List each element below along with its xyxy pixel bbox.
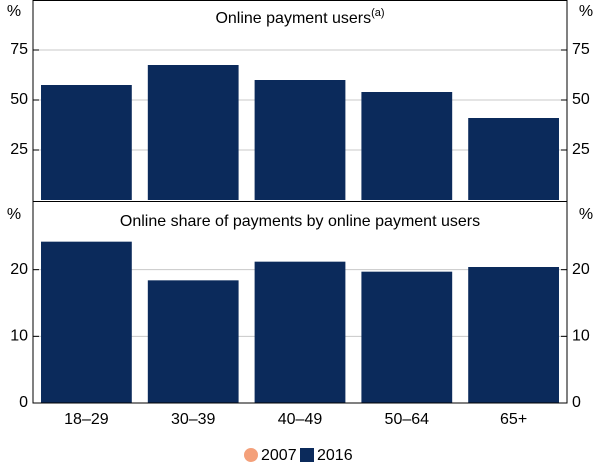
legend-swatch xyxy=(300,448,314,462)
bar xyxy=(41,241,132,403)
y-tick-label: 75 xyxy=(10,41,28,58)
y2-tick-label: 25 xyxy=(572,141,590,158)
y-tick-label: 0 xyxy=(19,394,28,411)
title-superscript: (a) xyxy=(371,7,384,19)
y2-tick-label: 0 xyxy=(572,394,581,411)
y2-unit: % xyxy=(579,206,593,223)
x-tick-label: 30–39 xyxy=(171,411,216,428)
bar xyxy=(254,80,346,200)
y-tick-label: 50 xyxy=(10,91,28,108)
y2-tick-label: 20 xyxy=(572,261,590,278)
bar xyxy=(468,267,559,403)
panel-title: Online payment users(a) xyxy=(215,7,384,27)
title-text: Online share of payments by online payme… xyxy=(120,213,480,230)
x-tick-label: 40–49 xyxy=(278,411,323,428)
bar xyxy=(361,271,453,403)
bar xyxy=(254,261,346,403)
bar xyxy=(147,280,239,403)
panel-title: Online share of payments by online payme… xyxy=(120,213,480,230)
y-tick-label: 25 xyxy=(10,141,28,158)
y2-tick-label: 50 xyxy=(572,91,590,108)
y-unit: % xyxy=(7,3,21,20)
y2-tick-label: 75 xyxy=(572,41,590,58)
y-tick-label: 10 xyxy=(10,328,28,345)
y2-tick-label: 10 xyxy=(572,328,590,345)
bar xyxy=(41,85,132,200)
legend-label: 2007 xyxy=(261,447,297,464)
title-text: Online payment users xyxy=(215,10,371,27)
legend-label: 2016 xyxy=(317,447,353,464)
y2-unit: % xyxy=(579,3,593,20)
x-tick-label: 65+ xyxy=(500,411,527,428)
x-tick-label: 50–64 xyxy=(385,411,430,428)
x-tick-label: 18–29 xyxy=(64,411,109,428)
bar xyxy=(361,92,453,200)
bar xyxy=(147,65,239,200)
y-tick-label: 20 xyxy=(10,261,28,278)
y-unit: % xyxy=(7,206,21,223)
legend-dot xyxy=(244,448,258,462)
bar xyxy=(468,118,559,200)
